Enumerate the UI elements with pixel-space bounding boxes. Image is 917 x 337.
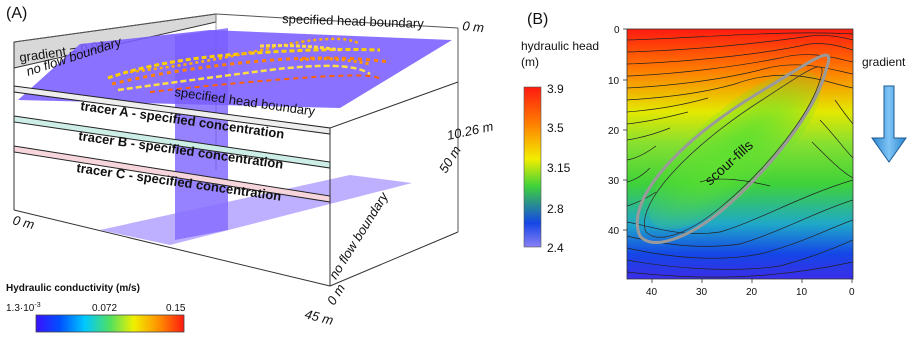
- axis-10-26m: 10.26 m: [446, 118, 495, 142]
- x-tick: 30: [696, 287, 708, 298]
- conductivity-min-tick: 1.3·10-3: [6, 302, 41, 314]
- gradient-arrow-icon: [871, 85, 907, 163]
- panel-a-label: (A): [6, 5, 27, 22]
- box-edge: [13, 209, 331, 287]
- y-tick: 10: [608, 76, 620, 87]
- y-tick: 30: [608, 176, 620, 187]
- x-tick: 20: [746, 287, 758, 298]
- conductivity-max-tick: 0.15: [166, 303, 186, 314]
- axis-0m-left: 0 m: [11, 212, 36, 232]
- head-tick: 2.8: [547, 202, 564, 216]
- head-field: [627, 29, 853, 279]
- panel-a: (A) gradient = 0.03: [6, 5, 495, 333]
- axis-45m: 45 m: [303, 306, 335, 328]
- axis-50m: 50 m: [436, 143, 464, 176]
- panel-b-label: (B): [527, 11, 548, 28]
- box-edge: [329, 81, 459, 129]
- conductivity-mid-tick: 0.072: [92, 303, 117, 314]
- box-edge: [13, 13, 217, 43]
- head-map-frame: [626, 28, 854, 280]
- tracer-a-band: [13, 85, 331, 135]
- conductivity-colorbar: [35, 314, 185, 333]
- purple-slice: [100, 175, 412, 245]
- axis-0m-top: 0 m: [462, 18, 485, 35]
- y-tick: 40: [608, 226, 620, 237]
- head-colorbar-title: hydraulic head: [521, 39, 599, 53]
- gradient-arrow-label: gradient: [862, 55, 906, 69]
- scour-fills-outline: [635, 53, 831, 244]
- head-colorbar: [523, 86, 542, 248]
- x-tick: 10: [796, 287, 808, 298]
- x-tick: 0: [849, 287, 855, 298]
- conductivity-layer: [18, 30, 452, 108]
- specified-head-top-label: specified head boundary: [282, 11, 425, 31]
- scour-fills-3d: [107, 37, 391, 93]
- head-colorbar-unit: (m): [521, 55, 539, 69]
- head-map-ticks: [623, 28, 853, 283]
- y-tick: 20: [608, 126, 620, 137]
- head-tick: 3.9: [547, 82, 564, 96]
- head-map-y-axis: 0 10 20 30 40: [608, 25, 620, 237]
- panel-b: (B) hydraulic head (m) 3.9 3.5 3.15 2.8 …: [521, 11, 907, 298]
- head-contours: [627, 32, 853, 278]
- head-tick: 3.5: [547, 121, 564, 135]
- head-tick: 3.15: [547, 161, 571, 175]
- y-tick: 0: [614, 25, 620, 36]
- tracer-c-band: [13, 145, 331, 203]
- box-edge: [215, 13, 459, 29]
- conductivity-colorbar-title: Hydraulic conductivity (m/s): [6, 283, 140, 294]
- head-map-x-axis: 40 30 20 10 0: [646, 287, 855, 298]
- box-edge: [329, 231, 459, 287]
- tracer-b-band: [13, 115, 331, 169]
- head-tick: 2.4: [547, 241, 564, 255]
- x-tick: 40: [646, 287, 658, 298]
